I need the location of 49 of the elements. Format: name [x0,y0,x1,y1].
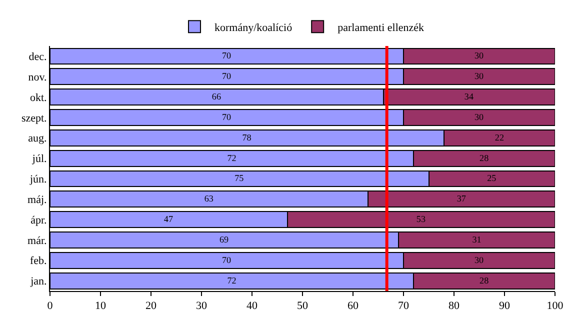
data-label: 30 [474,50,484,61]
data-label: 72 [227,152,237,163]
data-label: 69 [219,234,230,244]
y-tick-label: aug. [28,132,48,145]
x-tick-label: 80 [448,300,460,312]
x-tick-label: 90 [499,300,510,312]
x-tick-label: 30 [196,300,208,312]
y-tick-label: szept. [21,112,48,124]
data-label: 34 [464,92,474,102]
data-label: 30 [474,112,484,122]
legend-label: parlamenti ellenzék [338,22,425,34]
data-label: 72 [227,275,237,286]
x-tick-label: 40 [246,300,258,312]
data-label: 25 [487,173,497,184]
legend-label: kormány/koalíció [214,22,293,34]
data-label: 66 [212,92,222,102]
data-label: 37 [456,194,466,204]
data-label: 70 [222,112,232,122]
y-tick-label: ápr. [30,214,48,226]
data-label: 70 [222,71,232,82]
data-label: 70 [222,50,232,61]
y-tick-label: dec. [28,51,48,64]
data-label: 31 [472,234,482,244]
x-tick-label: 20 [146,300,157,312]
data-label: 28 [480,152,490,163]
x-tick-label: 70 [398,300,410,312]
data-label: 70 [222,254,232,265]
y-tick-label: okt. [30,92,48,104]
y-tick-label: nov. [28,71,48,84]
data-label: 22 [494,132,504,142]
x-tick-label: 50 [297,300,308,312]
y-tick-label: feb. [30,255,48,268]
data-label: 75 [234,173,244,184]
data-label: 53 [416,214,426,224]
x-tick-label: 100 [546,300,564,312]
data-label: 78 [242,132,252,142]
data-label: 63 [204,194,214,204]
x-tick-label: 60 [348,300,359,312]
data-label: 30 [474,254,484,265]
y-tick-label: jún. [28,174,48,186]
y-tick-label: máj. [28,194,48,206]
x-tick-label: 0 [47,300,54,312]
y-tick-label: júl. [31,153,48,166]
data-label: 30 [474,71,484,82]
x-tick-label: 10 [95,300,106,312]
y-tick-label: már. [28,234,48,247]
y-tick-label: jan. [30,276,48,288]
data-label: 47 [164,214,174,224]
data-label: 28 [480,275,490,286]
